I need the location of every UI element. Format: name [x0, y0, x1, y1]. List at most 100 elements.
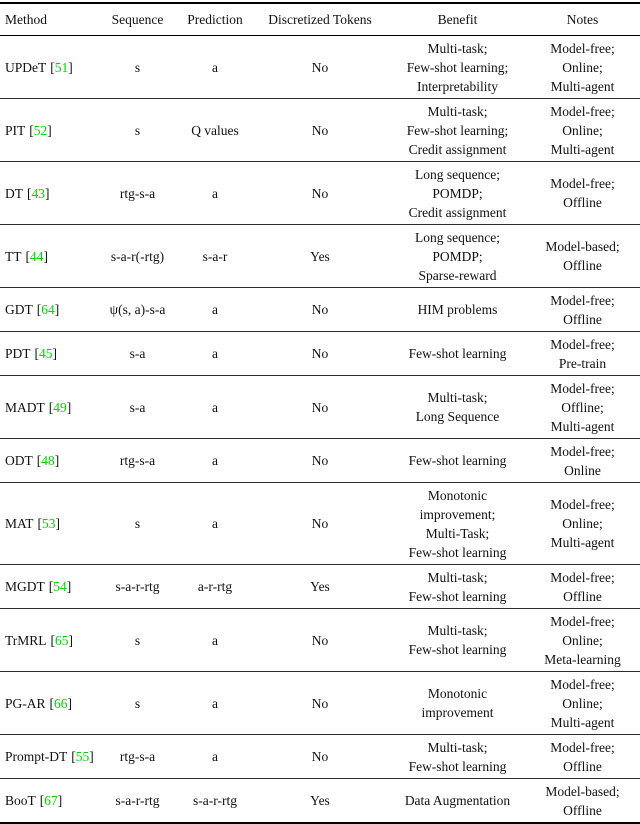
sequence-cell: s — [134, 122, 141, 138]
prediction-cell: a — [212, 632, 218, 648]
citation-bracket-open: [ — [34, 346, 40, 361]
sequence-cell: s-a — [129, 399, 146, 415]
method-cell: PG-AR [66] — [0, 672, 95, 735]
notes-cell: Model-free; Offline — [550, 176, 615, 210]
sequence-cell: s — [134, 516, 141, 531]
citation-link[interactable]: [66] — [50, 696, 73, 711]
method-name: MGDT — [5, 579, 45, 594]
citation-number: 55 — [75, 749, 90, 764]
method-name: DT — [5, 185, 23, 201]
method-cell: Prompt-DT [55] — [0, 735, 95, 779]
method-name: TT — [5, 248, 22, 264]
table-row: TrMRL [65] s a No Multi-task; Few-shot le… — [0, 609, 640, 672]
method-name: Prompt-DT — [5, 749, 68, 764]
sequence-cell: s — [134, 632, 141, 648]
benefit-cell: Data Augmentation — [404, 793, 511, 808]
header-method: Method — [0, 3, 95, 36]
method-cell: BooT [67] — [0, 779, 95, 824]
sequence-cell: s — [134, 59, 141, 75]
header-row: Method Sequence Prediction Discretized T… — [0, 3, 640, 36]
benefit-cell: Few-shot learning — [408, 453, 507, 468]
notes-cell: Model-free; Online; Multi-agent — [550, 40, 615, 94]
citation-bracket-open: [ — [71, 749, 76, 764]
discretized-tokens-cell: No — [311, 399, 329, 415]
citation-number: 48 — [41, 453, 55, 468]
sequence-cell: s-a-r(-rtg) — [110, 248, 165, 264]
citation-bracket-close: ] — [43, 248, 49, 264]
table-row: ODT [48] rtg-s-a a No Few-shot learning M… — [0, 439, 640, 483]
benefit-cell: HIM problems — [417, 302, 498, 317]
citation-bracket-open: [ — [49, 695, 55, 711]
table-row: PG-AR [66] s a No Monotonic improvement M… — [0, 672, 640, 735]
discretized-tokens-cell: No — [311, 695, 329, 711]
method-cell: GDT [64] — [0, 288, 95, 332]
citation-link[interactable]: [43] — [27, 186, 50, 201]
table-row: BooT [67] s-a-r-rtg s-a-r-rtg Yes Data Au… — [0, 779, 640, 824]
citation-number: 43 — [31, 185, 46, 201]
discretized-tokens-cell: No — [311, 346, 329, 361]
citation-bracket-open: [ — [48, 579, 54, 594]
prediction-cell: s-a-r-rtg — [193, 793, 237, 808]
table-body: UPDeT [51] s a No Multi-task; Few-shot le… — [0, 36, 640, 824]
discretized-tokens-cell: No — [311, 632, 329, 648]
header-notes: Notes — [525, 3, 640, 36]
sequence-cell: ψ(s, a)-s-a — [109, 302, 166, 317]
prediction-cell: a — [212, 516, 218, 531]
citation-number: 51 — [54, 59, 69, 75]
citation-link[interactable]: [54] — [49, 579, 72, 594]
citation-bracket-close: ] — [52, 346, 58, 361]
citation-bracket-open: [ — [50, 632, 56, 648]
citation-bracket-close: ] — [45, 185, 50, 201]
citation-link[interactable]: [65] — [51, 633, 74, 648]
method-name: MADT — [5, 399, 45, 415]
method-cell: PIT [52] — [0, 99, 95, 162]
sequence-cell: s-a — [129, 346, 146, 361]
citation-link[interactable]: [49] — [49, 400, 72, 415]
notes-cell: Model-free; Offline — [550, 569, 615, 604]
citation-link[interactable]: [67] — [40, 793, 63, 808]
notes-cell: Model-free; Pre-train — [550, 336, 615, 371]
prediction-cell: Q values — [191, 122, 239, 138]
citation-link[interactable]: [45] — [35, 346, 58, 361]
benefit-cell: Multi-task; Few-shot learning; Credit as… — [406, 103, 509, 157]
prediction-cell: a-r-rtg — [197, 579, 233, 594]
citation-bracket-close: ] — [66, 579, 72, 594]
header-prediction: Prediction — [180, 3, 250, 36]
table-row: PIT [52] s Q values No Multi-task; Few-sh… — [0, 99, 640, 162]
citation-bracket-open: [ — [36, 302, 42, 317]
citation-bracket-close: ] — [68, 59, 73, 75]
method-name: PG-AR — [5, 695, 46, 711]
citation-link[interactable]: [51] — [50, 60, 73, 75]
citation-bracket-close: ] — [54, 453, 60, 468]
citation-link[interactable]: [44] — [26, 249, 49, 264]
notes-cell: Model-free; Online; Multi-agent — [550, 676, 615, 730]
discretized-tokens-cell: No — [311, 749, 329, 764]
discretized-tokens-cell: Yes — [310, 248, 330, 264]
table-header: Method Sequence Prediction Discretized T… — [0, 3, 640, 36]
citation-link[interactable]: [52] — [29, 123, 52, 138]
citation-bracket-close: ] — [68, 632, 74, 648]
table-row: DT [43] rtg-s-a a No Long sequence; POMDP… — [0, 162, 640, 225]
header-discretized-tokens: Discretized Tokens — [250, 3, 390, 36]
citation-number: 66 — [54, 695, 68, 711]
notes-cell: Model-free; Offline — [550, 292, 615, 327]
table-row: TT [44] s-a-r(-rtg) s-a-r Yes Long sequen… — [0, 225, 640, 288]
benefit-cell: Long sequence; POMDP; Credit assignment — [408, 166, 507, 220]
prediction-cell: s-a-r — [202, 248, 228, 264]
prediction-cell: a — [212, 185, 218, 201]
sequence-cell: rtg-s-a — [119, 185, 156, 201]
benefit-cell: Multi-task; Few-shot learning; Interpret… — [406, 40, 509, 94]
citation-link[interactable]: [64] — [37, 302, 60, 317]
prediction-cell: a — [212, 453, 218, 468]
citation-bracket-close: ] — [67, 695, 73, 711]
method-cell: MAT [53] — [0, 483, 95, 565]
benefit-cell: Multi-task; Few-shot learning — [408, 623, 507, 657]
citation-link[interactable]: [53] — [38, 516, 61, 531]
citation-link[interactable]: [48] — [37, 453, 60, 468]
citation-number: 64 — [41, 302, 55, 317]
sequence-cell: rtg-s-a — [119, 749, 156, 764]
citation-link[interactable]: [55] — [71, 749, 94, 764]
discretized-tokens-cell: No — [311, 185, 329, 201]
prediction-cell: a — [212, 346, 218, 361]
